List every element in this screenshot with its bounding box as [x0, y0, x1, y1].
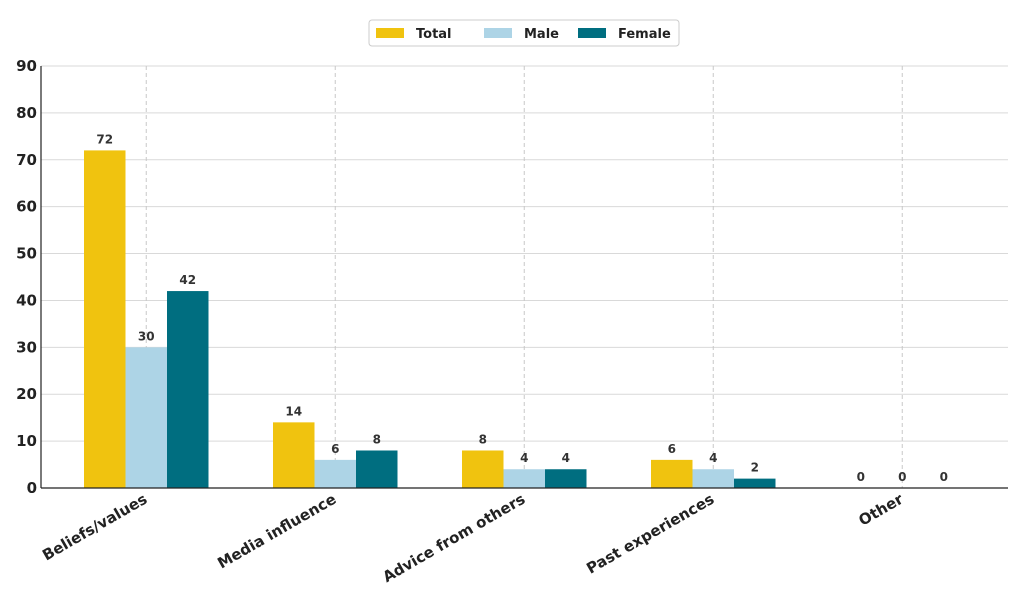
data-label: 4	[562, 451, 570, 465]
bar-female-2	[545, 469, 587, 488]
y-tick-label: 90	[16, 57, 37, 75]
axes	[40, 66, 1008, 489]
bar-total-1	[273, 422, 315, 488]
y-tick-label: 30	[16, 338, 37, 356]
y-tick-label: 20	[16, 385, 37, 403]
bar-total-0	[84, 150, 126, 488]
data-label: 6	[668, 442, 676, 456]
bars	[84, 150, 776, 488]
x-category-label: Beliefs/values	[39, 490, 150, 565]
legend-swatch-female	[578, 28, 606, 38]
x-category-label: Media influence	[214, 490, 339, 573]
y-tick-label: 80	[16, 104, 37, 122]
data-label: 42	[179, 273, 196, 287]
x-category-label: Advice from others	[380, 490, 529, 586]
legend-label-male: Male	[524, 27, 559, 42]
legend: Total Male Female	[368, 19, 680, 47]
y-tick-label: 70	[16, 151, 37, 169]
bar-total-2	[462, 450, 504, 488]
x-category-label: Past experiences	[583, 490, 717, 578]
data-label: 0	[857, 470, 865, 484]
data-label: 8	[479, 432, 487, 446]
bar-female-3	[734, 478, 776, 488]
data-label: 2	[751, 461, 759, 475]
legend-swatch-total	[376, 28, 404, 38]
data-label: 72	[96, 132, 113, 146]
legend-box	[368, 19, 680, 47]
bar-female-0	[167, 291, 209, 488]
bar-total-3	[651, 459, 693, 488]
data-label: 4	[520, 451, 528, 465]
x-axis-categories: Beliefs/values Media influence Advice from…	[39, 490, 907, 587]
bar-male-2	[503, 469, 545, 488]
y-tick-label: 0	[27, 479, 37, 497]
data-label: 8	[373, 432, 381, 446]
y-tick-label: 10	[16, 432, 37, 450]
data-label: 0	[898, 470, 906, 484]
bar-female-1	[356, 450, 398, 488]
data-label: 0	[940, 470, 948, 484]
x-category-label: Other	[856, 490, 907, 530]
legend-label-total: Total	[416, 27, 452, 42]
legend-label-female: Female	[618, 27, 671, 42]
data-label: 4	[709, 451, 717, 465]
data-label: 14	[285, 404, 302, 418]
bar-male-1	[314, 459, 356, 488]
legend-swatch-male	[484, 28, 512, 38]
data-label: 6	[331, 442, 339, 456]
bar-male-0	[125, 347, 167, 488]
bar-male-3	[692, 469, 734, 488]
y-tick-label: 60	[16, 198, 37, 216]
y-tick-label: 50	[16, 245, 37, 263]
y-axis-ticks: 0 10 20 30 40 50 60 70 80 90	[16, 57, 37, 497]
y-tick-label: 40	[16, 291, 37, 309]
data-label: 30	[138, 329, 155, 343]
